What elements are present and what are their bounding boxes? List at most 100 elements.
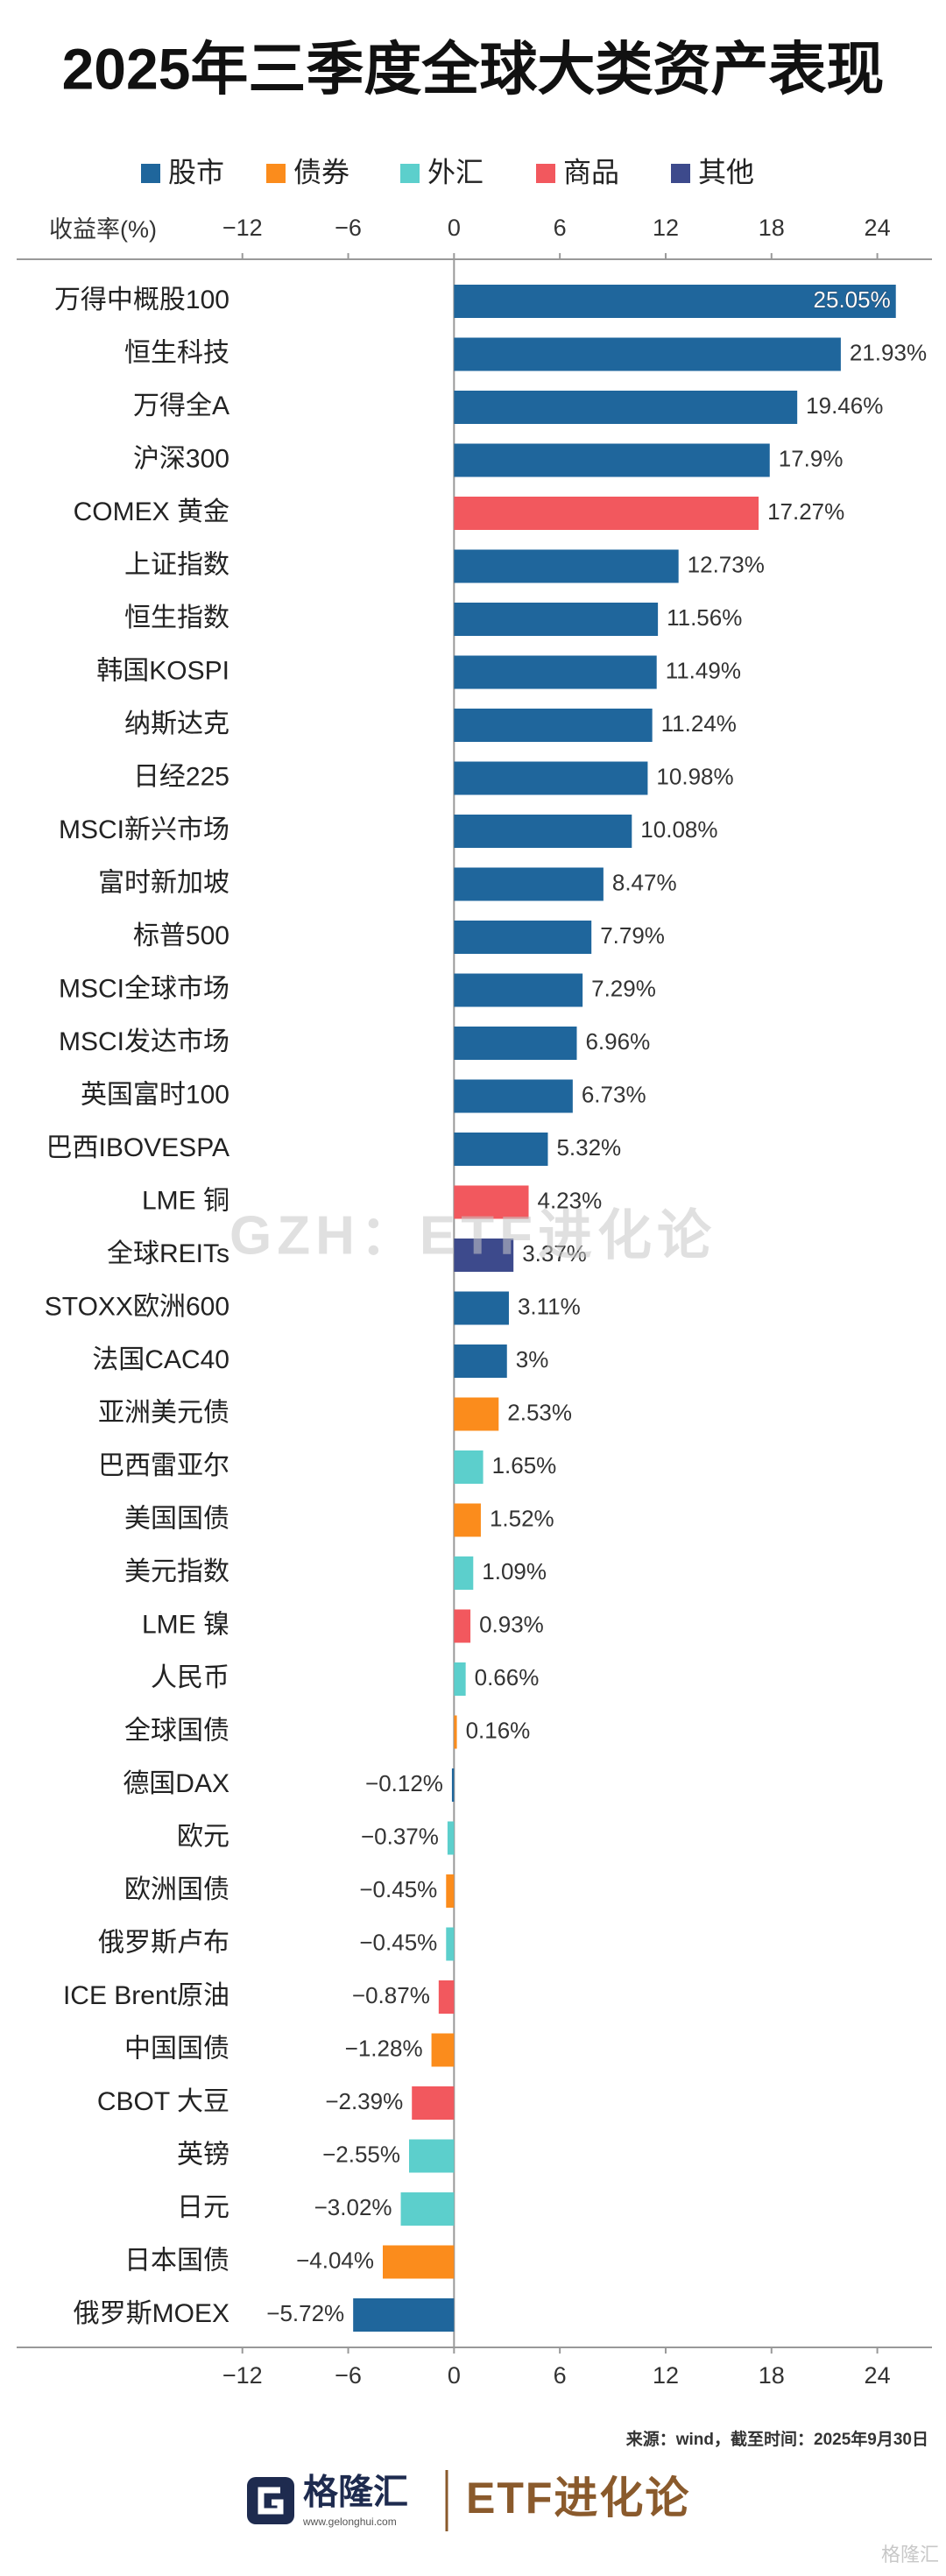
legend-label: 其他 (698, 156, 754, 187)
x-tick-label: 6 (554, 2362, 567, 2389)
logo-mark (258, 2487, 284, 2515)
y-tick-label: 人民币 (151, 1663, 229, 1692)
value-label: 6.73% (582, 1081, 646, 1107)
axis-label: 收益率(%) (49, 216, 157, 243)
value-label: −0.87% (352, 1982, 430, 2008)
x-tick-label: 6 (554, 215, 567, 241)
y-tick-label: 中国国债 (124, 2034, 229, 2063)
y-tick-label: MSCI发达市场 (59, 1027, 229, 1056)
value-label: −0.45% (359, 1876, 437, 1902)
bar (454, 1556, 474, 1590)
bar (454, 497, 759, 530)
y-tick-label: COMEX 黄金 (74, 498, 229, 526)
legend-swatch (400, 164, 420, 183)
x-tick-label: 24 (865, 2362, 891, 2389)
value-label: 1.09% (482, 1558, 547, 1584)
bar (400, 2192, 455, 2226)
value-label: 0.16% (466, 1717, 531, 1743)
y-tick-label: 法国CAC40 (92, 1345, 229, 1374)
value-label: 5.32% (556, 1134, 621, 1161)
y-tick-label: 全球REITs (107, 1239, 229, 1268)
x-tick-label: −6 (335, 215, 362, 241)
value-label: 7.29% (591, 975, 656, 1001)
x-tick-label: 12 (653, 2362, 679, 2389)
y-tick-label: 日元 (177, 2193, 229, 2222)
legend-swatch (671, 164, 690, 183)
value-label: 7.79% (600, 922, 665, 949)
legend-label: 外汇 (427, 156, 484, 187)
corner-watermark: 格隆汇 (881, 2544, 939, 2565)
legend-label: 股市 (168, 156, 224, 187)
y-tick-label: 日经225 (133, 762, 229, 791)
x-tick-label: 12 (653, 215, 679, 241)
bar (454, 815, 632, 848)
value-label: 8.47% (612, 869, 677, 895)
chart-title: 2025年三季度全球大类资产表现 (62, 36, 885, 101)
y-tick-label: MSCI全球市场 (59, 974, 229, 1003)
bar (409, 2139, 455, 2173)
y-tick-label: 全球国债 (124, 1716, 229, 1745)
y-tick-label: 德国DAX (123, 1769, 229, 1798)
value-label: 3% (516, 1346, 549, 1373)
value-label: −2.55% (322, 2141, 400, 2167)
value-label: 6.96% (585, 1028, 650, 1055)
bar (454, 285, 896, 318)
value-label: −1.28% (345, 2035, 423, 2061)
y-tick-label: CBOT 大豆 (97, 2087, 229, 2116)
bar (446, 1874, 455, 1908)
bar (454, 921, 592, 954)
bar (454, 1344, 507, 1378)
value-label: −0.12% (365, 1770, 443, 1796)
bar (383, 2245, 455, 2279)
bar (454, 1027, 577, 1060)
value-label: −4.04% (296, 2247, 374, 2273)
x-tick-label: 18 (759, 215, 785, 241)
y-tick-label: 富时新加坡 (98, 868, 229, 897)
bar (451, 1768, 455, 1802)
bar (454, 1133, 548, 1166)
x-tick-label: 24 (865, 215, 891, 241)
value-label: 2.53% (507, 1399, 572, 1425)
y-tick-label: 沪深300 (133, 444, 229, 473)
y-tick-label: 万得全A (133, 392, 229, 420)
y-tick-label: 欧元 (177, 1822, 229, 1851)
value-label: 10.98% (656, 763, 733, 789)
source-note: 来源：wind，截至时间：2025年9月30日 (626, 2429, 928, 2449)
y-tick-label: 亚洲美元债 (98, 1398, 229, 1427)
value-label: −2.39% (325, 2088, 403, 2114)
bar (454, 655, 657, 689)
y-tick-label: 美元指数 (124, 1557, 229, 1586)
bar (454, 1503, 481, 1537)
y-tick-label: 恒生指数 (124, 603, 229, 632)
value-label: 17.27% (767, 498, 844, 525)
account-name: ETF进化论 (466, 2474, 690, 2523)
y-tick-label: 巴西雷亚尔 (98, 1451, 229, 1480)
value-label: 19.46% (806, 392, 883, 419)
bar (454, 1185, 529, 1219)
value-label: 12.73% (688, 551, 765, 577)
legend-swatch (536, 164, 555, 183)
bar (454, 761, 648, 795)
bar (454, 1450, 484, 1484)
y-tick-label: 恒生科技 (124, 338, 229, 367)
bar (454, 603, 659, 636)
y-tick-label: 标普500 (133, 921, 229, 950)
bar (454, 443, 770, 477)
value-label: −0.45% (359, 1929, 437, 1955)
bar (353, 2298, 455, 2332)
legend-label: 商品 (563, 156, 619, 187)
x-tick-label: 0 (448, 2362, 461, 2389)
value-label: 4.23% (538, 1187, 603, 1213)
y-tick-label: 英镑 (177, 2140, 229, 2169)
y-tick-label: LME 镍 (142, 1610, 229, 1639)
value-label: 17.9% (779, 445, 844, 471)
value-label: 11.24% (661, 710, 737, 737)
y-tick-label: 英国富时100 (81, 1080, 229, 1109)
value-label: −3.02% (314, 2194, 392, 2220)
legend-swatch (266, 164, 286, 183)
value-label: 10.08% (640, 816, 717, 843)
value-label: −0.37% (361, 1823, 439, 1849)
bar (431, 2033, 455, 2067)
